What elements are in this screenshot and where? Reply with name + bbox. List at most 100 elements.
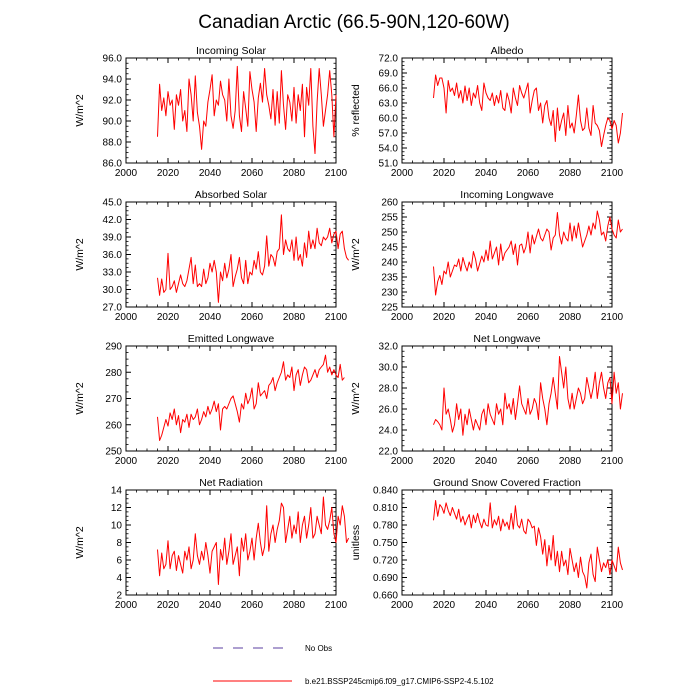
incoming-longwave-series-model [433, 210, 623, 296]
net-longwave-ytick-label: 28.0 [379, 384, 399, 395]
incoming-solar-ytick-label: 94.0 [103, 75, 123, 86]
net-radiation-ytick-label: 12 [111, 503, 123, 514]
emitted-longwave-xtick-label: 2100 [325, 456, 348, 467]
net-radiation-ytick-label: 14 [111, 486, 123, 497]
albedo-xtick-label: 2100 [601, 168, 624, 179]
ground-snow-covered-fraction-series-model [433, 500, 623, 589]
net-longwave-xtick-label: 2000 [391, 456, 414, 467]
net-longwave-ytick-label: 32.0 [379, 342, 399, 353]
panel-incoming-solar: Incoming Solar W/m^2 2000 2020 2040 2060 2080 2… [74, 45, 348, 179]
emitted-longwave-xtick-label: 2040 [199, 456, 222, 467]
net-radiation-ytick-label: 2 [116, 591, 122, 602]
absorbed-solar-xtick-label: 2080 [283, 312, 306, 323]
absorbed-solar-ytick-label: 39.0 [103, 233, 123, 244]
incoming-longwave-ylabel: W/m^2 [350, 238, 362, 271]
ground-snow-covered-fraction-xtick-label: 2000 [391, 600, 414, 611]
net-longwave-ytick-label: 30.0 [379, 363, 399, 374]
net-longwave-series-model [433, 356, 623, 436]
net-longwave-xtick-label: 2060 [517, 456, 540, 467]
net-radiation-title: Net Radiation [199, 477, 263, 489]
legend-obs-label: No Obs [305, 644, 332, 653]
ground-snow-covered-fraction-xtick-label: 2040 [475, 600, 498, 611]
legend: No Obs b.e21.BSSP245cmip6.f09_g17.CMIP6-… [213, 644, 494, 686]
incoming-longwave-xtick-label: 2060 [517, 312, 540, 323]
absorbed-solar-xtick-label: 2000 [115, 312, 138, 323]
net-radiation-xtick-label: 2040 [199, 600, 222, 611]
net-longwave-ylabel: W/m^2 [350, 382, 362, 415]
panel-absorbed-solar: Absorbed Solar W/m^2 2000 2020 2040 2060 2080 2… [74, 189, 350, 323]
incoming-solar-ytick-label: 92.0 [103, 96, 123, 107]
incoming-solar-series-model [157, 65, 337, 155]
absorbed-solar-ytick-label: 42.0 [103, 215, 123, 226]
net-longwave-title: Net Longwave [473, 333, 540, 345]
net-radiation-ytick-label: 6 [116, 556, 122, 567]
emitted-longwave-xtick-label: 2000 [115, 456, 138, 467]
emitted-longwave-ytick-label: 270 [105, 394, 122, 405]
albedo-ytick-label: 60.0 [379, 114, 399, 125]
net-radiation-frame [125, 489, 337, 596]
ground-snow-covered-fraction-xtick-label: 2020 [433, 600, 456, 611]
net-longwave-frame [401, 345, 613, 452]
ground-snow-covered-fraction-ytick-label: 0.720 [373, 556, 398, 567]
legend-model-label: b.e21.BSSP245cmip6.f09_g17.CMIP6-SSP2-4.… [305, 677, 494, 686]
incoming-longwave-ytick-label: 250 [381, 228, 398, 239]
albedo-ylabel: % reflected [350, 84, 362, 137]
incoming-longwave-ytick-label: 235 [381, 273, 398, 284]
incoming-solar-ylabel: W/m^2 [74, 94, 86, 127]
emitted-longwave-ytick-label: 260 [105, 420, 122, 431]
albedo-ytick-label: 63.0 [379, 99, 399, 110]
net-radiation-ytick-label: 10 [111, 521, 123, 532]
emitted-longwave-ytick-label: 280 [105, 368, 122, 379]
net-radiation-ylabel: W/m^2 [74, 526, 86, 559]
absorbed-solar-xtick-label: 2040 [199, 312, 222, 323]
incoming-solar-xtick-label: 2000 [115, 168, 138, 179]
net-radiation-xtick-label: 2020 [157, 600, 180, 611]
albedo-ytick-label: 54.0 [379, 144, 399, 155]
emitted-longwave-xtick-label: 2060 [241, 456, 264, 467]
absorbed-solar-ytick-label: 30.0 [103, 285, 123, 296]
ground-snow-covered-fraction-xtick-label: 2100 [601, 600, 624, 611]
net-longwave-ytick-label: 22.0 [379, 447, 399, 458]
absorbed-solar-ytick-label: 33.0 [103, 268, 123, 279]
absorbed-solar-title: Absorbed Solar [195, 189, 268, 201]
emitted-longwave-series-model [157, 354, 345, 441]
emitted-longwave-xtick-label: 2080 [283, 456, 306, 467]
net-longwave-ytick-label: 24.0 [379, 426, 399, 437]
albedo-xtick-label: 2080 [559, 168, 582, 179]
figure-title: Canadian Arctic (66.5-90N,120-60W) [198, 12, 510, 33]
albedo-ytick-label: 51.0 [379, 159, 399, 170]
net-longwave-xtick-label: 2020 [433, 456, 456, 467]
absorbed-solar-xtick-label: 2060 [241, 312, 264, 323]
net-radiation-xtick-label: 2060 [241, 600, 264, 611]
emitted-longwave-title: Emitted Longwave [188, 333, 275, 345]
absorbed-solar-ytick-label: 45.0 [103, 198, 123, 209]
ground-snow-covered-fraction-xtick-label: 2080 [559, 600, 582, 611]
absorbed-solar-ytick-label: 27.0 [103, 303, 123, 314]
net-longwave-ytick-label: 26.0 [379, 405, 399, 416]
incoming-solar-ytick-label: 96.0 [103, 54, 123, 65]
albedo-title: Albedo [491, 45, 524, 57]
ground-snow-covered-fraction-ytick-label: 0.780 [373, 521, 398, 532]
albedo-ytick-label: 69.0 [379, 69, 399, 80]
absorbed-solar-xtick-label: 2100 [325, 312, 348, 323]
incoming-longwave-xtick-label: 2040 [475, 312, 498, 323]
incoming-longwave-ytick-label: 225 [381, 303, 398, 314]
ground-snow-covered-fraction-xtick-label: 2060 [517, 600, 540, 611]
panel-albedo: Albedo % reflected 2000 2020 2040 2060 2080 210… [350, 45, 624, 179]
emitted-longwave-ytick-label: 290 [105, 342, 122, 353]
incoming-longwave-ytick-label: 230 [381, 288, 398, 299]
albedo-frame [401, 57, 613, 164]
net-radiation-ytick-label: 4 [116, 573, 122, 584]
ground-snow-covered-fraction-frame [401, 489, 613, 596]
panels: Incoming Solar W/m^2 2000 2020 2040 2060 2080 2… [74, 45, 624, 611]
incoming-solar-ytick-label: 86.0 [103, 159, 123, 170]
panel-emitted-longwave: Emitted Longwave W/m^2 2000 2020 2040 2060 208… [74, 333, 348, 467]
incoming-longwave-title: Incoming Longwave [460, 189, 554, 201]
ground-snow-covered-fraction-ytick-label: 0.690 [373, 573, 398, 584]
albedo-xtick-label: 2040 [475, 168, 498, 179]
ground-snow-covered-fraction-ytick-label: 0.660 [373, 591, 398, 602]
incoming-longwave-xtick-label: 2100 [601, 312, 624, 323]
net-longwave-xtick-label: 2080 [559, 456, 582, 467]
panel-ground-snow-covered-fraction: Ground Snow Covered Fraction unitless 2000… [350, 477, 624, 611]
